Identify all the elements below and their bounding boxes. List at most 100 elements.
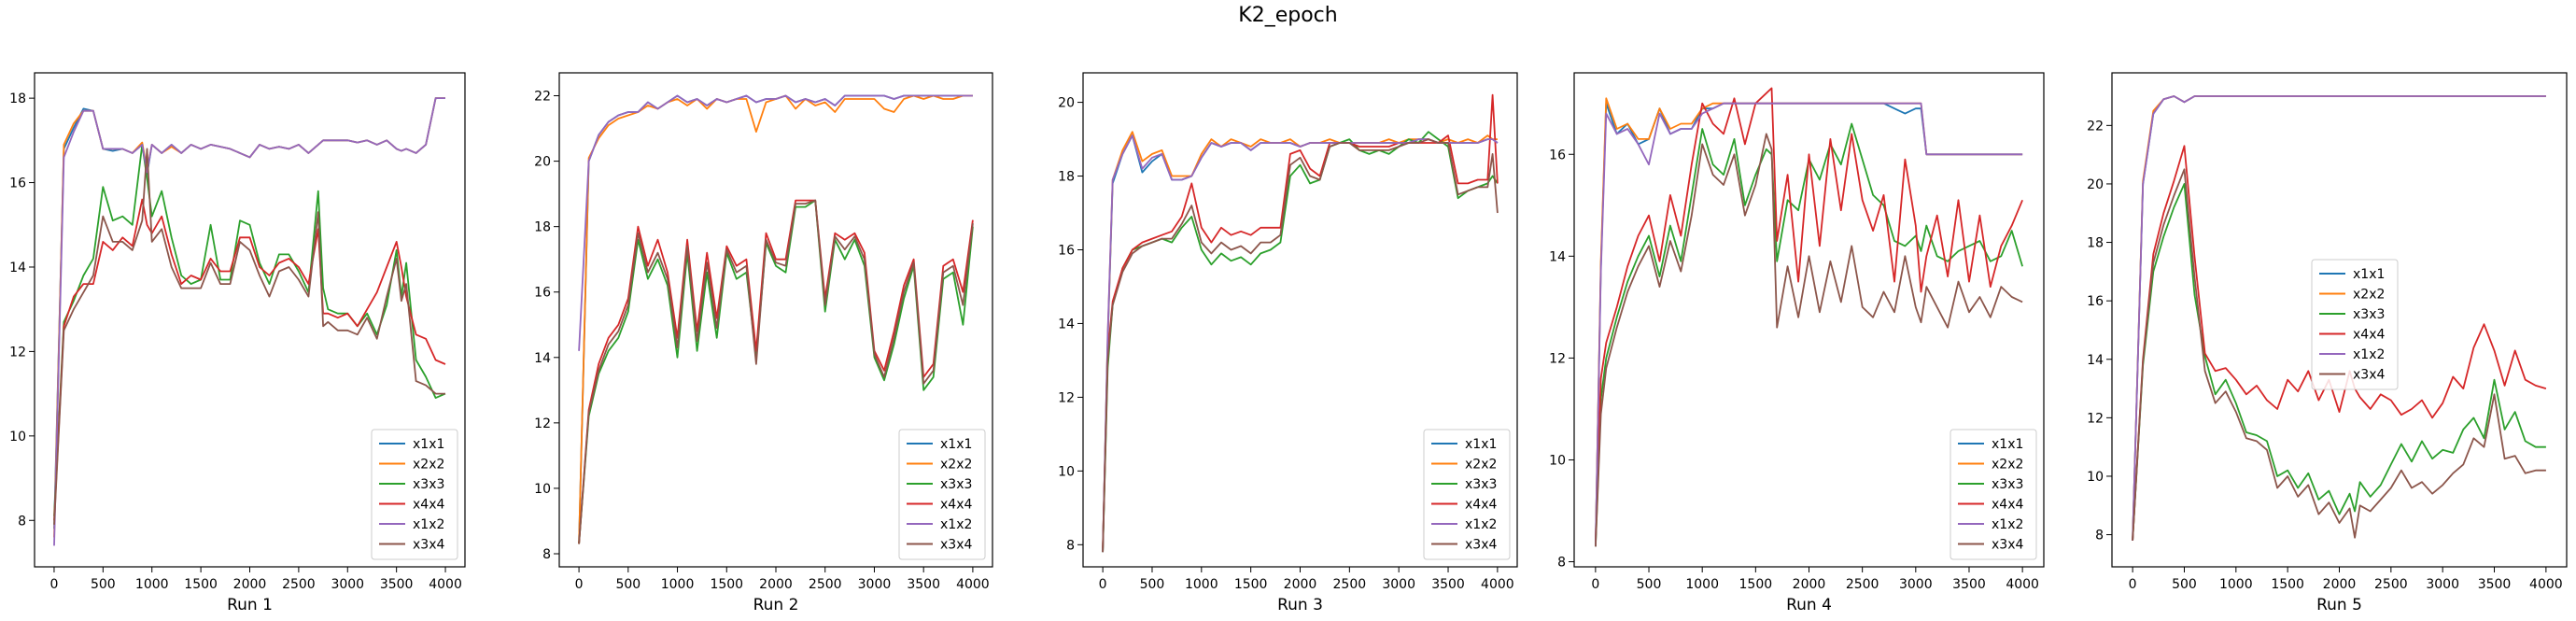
legend-box <box>898 429 986 560</box>
legend-label: x1x2 <box>2353 347 2385 362</box>
series-line-x3x3 <box>53 143 446 516</box>
x-tick-label: 2500 <box>1333 577 1367 592</box>
x-tick-label: 3500 <box>1431 577 1465 592</box>
x-tick-label: 3000 <box>2426 577 2459 592</box>
legend: x1x1 x2x2 x3x3 x4x4 x1x2 x3x4 <box>898 429 986 560</box>
x-tick-label: 0 <box>1099 577 1107 592</box>
legend-box <box>2311 259 2399 390</box>
legend-label: x3x4 <box>1992 538 2023 553</box>
y-tick-label: 14 <box>1549 249 1566 264</box>
x-axis-label: Run 5 <box>2316 596 2362 614</box>
series-line-x3x4 <box>578 199 974 544</box>
series-line-x3x3 <box>2132 182 2546 541</box>
x-axis-label: Run 2 <box>753 596 799 614</box>
x-tick-label: 4000 <box>429 577 462 592</box>
x-tick-label: 1000 <box>1685 577 1719 592</box>
x-tick-label: 0 <box>575 577 584 592</box>
series-line-x4x4 <box>2132 145 2547 541</box>
legend: x1x1 x2x2 x3x3 x4x4 x1x2 x3x4 <box>1423 429 1511 560</box>
x-tick-label: 2500 <box>282 577 316 592</box>
y-tick-label: 22 <box>2087 119 2104 134</box>
x-tick-label: 0 <box>1591 577 1599 592</box>
y-tick-label: 12 <box>534 416 551 431</box>
y-tick-label: 16 <box>1058 243 1075 258</box>
series-line-x3x3 <box>578 199 974 544</box>
x-tick-label: 0 <box>2129 577 2137 592</box>
legend-label: x2x2 <box>2353 288 2385 303</box>
legend-label: x3x4 <box>2353 368 2385 383</box>
x-tick-label: 2000 <box>759 577 793 592</box>
y-tick-label: 20 <box>1058 96 1075 111</box>
y-tick-label: 22 <box>534 90 551 105</box>
legend-label: x1x1 <box>940 437 972 452</box>
x-tick-label: 2000 <box>1284 577 1317 592</box>
x-axis-label: Run 4 <box>1786 596 1832 614</box>
y-tick-label: 14 <box>1058 317 1075 332</box>
legend-label: x3x3 <box>940 477 972 492</box>
x-tick-label: 3000 <box>1382 577 1415 592</box>
legend-label: x2x2 <box>413 458 444 473</box>
x-tick-label: 2500 <box>1846 577 1879 592</box>
legend-label: x3x3 <box>2353 307 2385 322</box>
legend-label: x3x3 <box>1992 477 2023 492</box>
legend-label: x1x1 <box>413 437 444 452</box>
legend-label: x2x2 <box>940 458 972 473</box>
legend-label: x4x4 <box>413 498 444 513</box>
y-tick-label: 8 <box>1557 556 1566 571</box>
y-tick-label: 16 <box>534 286 551 301</box>
y-tick-label: 16 <box>9 176 26 191</box>
legend-label: x4x4 <box>1992 498 2023 513</box>
figure-title: K2_epoch <box>1238 4 1338 27</box>
legend-label: x1x2 <box>413 517 444 532</box>
legend-label: x3x4 <box>940 538 972 553</box>
legend-box <box>1423 429 1511 560</box>
y-tick-label: 10 <box>2087 470 2104 485</box>
x-tick-label: 3500 <box>380 577 414 592</box>
legend-label: x2x2 <box>1992 458 2023 473</box>
chart-panel-1: 0 500 1000 1500 2000 2500 3000 3500 4000 8 10 12 14 1… <box>9 72 466 614</box>
legend-label: x4x4 <box>940 498 972 513</box>
legend: x1x1 x2x2 x3x3 x4x4 x1x2 x3x4 <box>371 429 458 560</box>
x-tick-label: 1500 <box>1234 577 1268 592</box>
x-tick-label: 3500 <box>1952 577 1986 592</box>
y-tick-label: 18 <box>534 220 551 235</box>
x-tick-label: 1500 <box>184 577 218 592</box>
legend-label: x3x4 <box>413 538 444 553</box>
x-tick-label: 3000 <box>331 577 364 592</box>
x-tick-label: 3500 <box>2478 577 2512 592</box>
y-tick-label: 12 <box>2087 411 2104 426</box>
x-tick-label: 500 <box>1637 577 1662 592</box>
x-tick-label: 500 <box>1140 577 1165 592</box>
x-tick-label: 2500 <box>809 577 842 592</box>
x-tick-label: 1500 <box>710 577 743 592</box>
x-tick-label: 500 <box>2172 577 2197 592</box>
series-line-x1x2 <box>1595 102 2023 547</box>
y-tick-label: 8 <box>1066 538 1075 553</box>
y-tick-label: 10 <box>1549 453 1566 468</box>
y-tick-label: 18 <box>2087 236 2104 251</box>
x-tick-label: 500 <box>91 577 116 592</box>
y-tick-label: 12 <box>1058 390 1075 405</box>
y-tick-label: 10 <box>1058 464 1075 479</box>
x-tick-label: 4000 <box>2529 577 2563 592</box>
x-tick-label: 1500 <box>2271 577 2304 592</box>
series-line-x3x4 <box>53 148 445 525</box>
series-line-x4x4 <box>1595 87 2023 542</box>
x-tick-label: 1000 <box>2219 577 2253 592</box>
series-line-x1x2 <box>578 94 973 351</box>
chart-panel-5: 0 500 1000 1500 2000 2500 3000 3500 4000 8 10 12 14 1… <box>2087 72 2568 614</box>
chart-panel-3: 0 500 1000 1500 2000 2500 3000 3500 4000 8 10 12 14 1… <box>1058 72 1518 614</box>
series-line-x3x4 <box>1102 138 1499 553</box>
x-tick-label: 1000 <box>135 577 169 592</box>
y-tick-label: 8 <box>542 547 551 562</box>
x-tick-label: 4000 <box>956 577 990 592</box>
series-line-x1x2 <box>2132 95 2546 541</box>
y-tick-label: 8 <box>2095 529 2104 543</box>
x-tick-label: 0 <box>49 577 58 592</box>
legend-label: x1x2 <box>1465 517 1497 532</box>
legend: x1x1 x2x2 x3x3 x4x4 x1x2 x3x4 <box>1950 429 2037 560</box>
x-tick-label: 1000 <box>1185 577 1218 592</box>
legend-label: x3x3 <box>1465 477 1497 492</box>
legend: x1x1 x2x2 x3x3 x4x4 x1x2 x3x4 <box>2311 259 2399 390</box>
